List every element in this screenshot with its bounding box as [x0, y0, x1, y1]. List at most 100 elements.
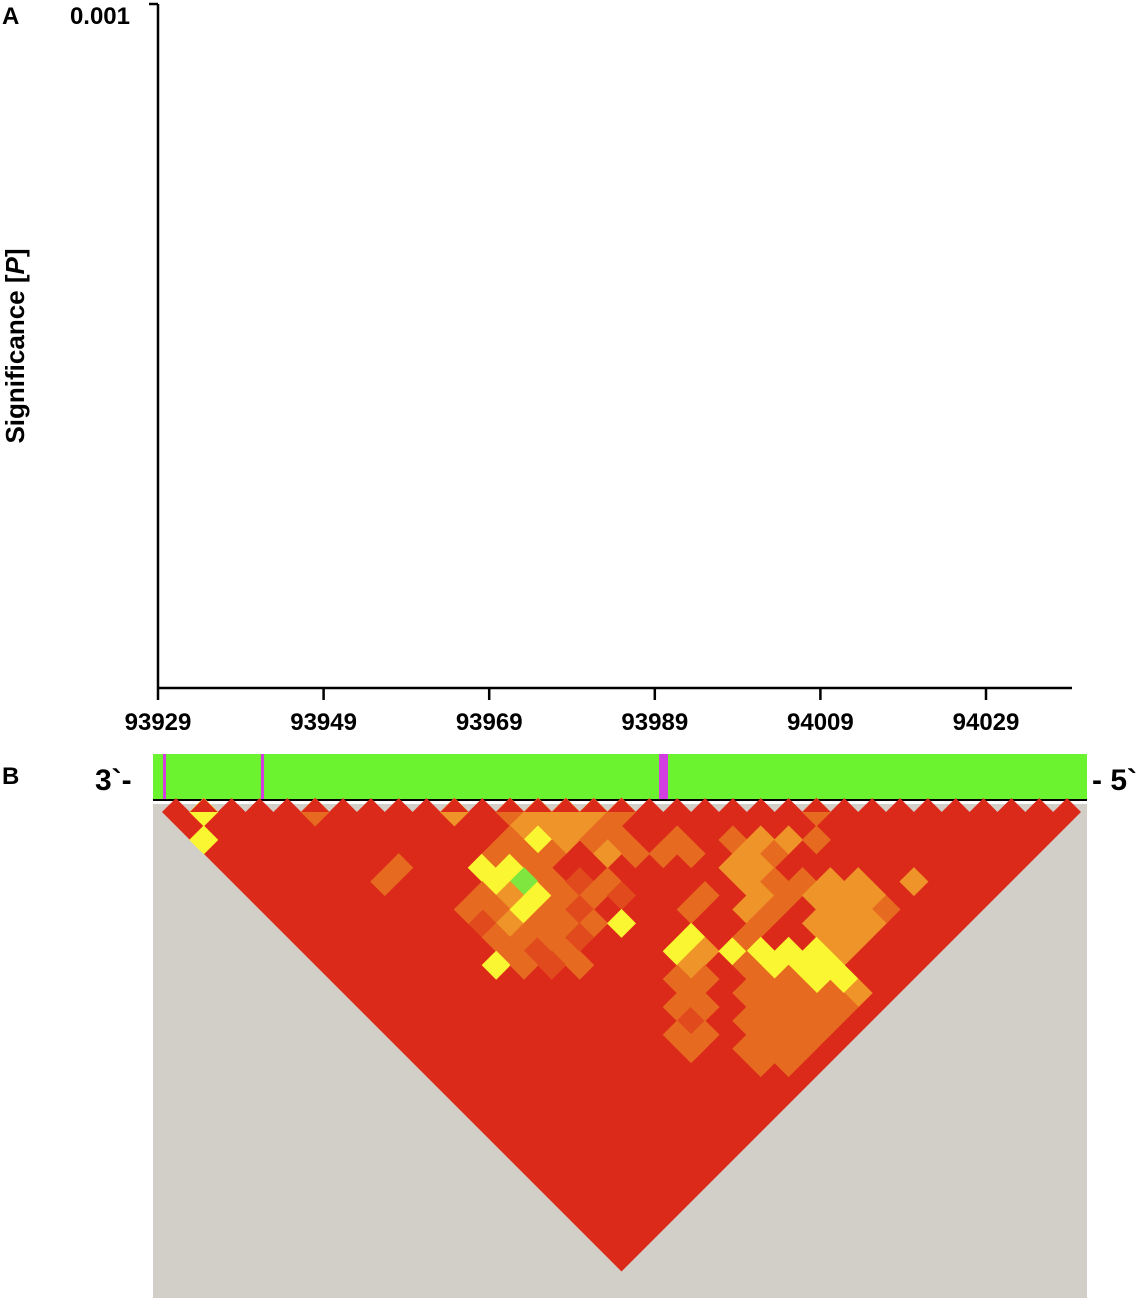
panel-a-plot: 0.0010.010.1 93929 93949 93969 93989 94009 94… — [70, 2, 1072, 736]
panel-b-label: B — [2, 763, 19, 790]
ld-tooth — [356, 798, 385, 812]
snp-markers — [163, 754, 668, 800]
x-tick-label: 94009 — [787, 709, 854, 736]
ld-cell — [509, 922, 539, 952]
ld-cell — [467, 853, 497, 883]
ld-tooth — [691, 798, 719, 812]
snp-marker — [261, 754, 264, 800]
ld-tooth — [718, 798, 747, 812]
x-tick-label: 93929 — [125, 709, 192, 736]
ld-cell — [732, 1034, 762, 1064]
panel-a-label: A — [2, 3, 19, 30]
ld-cell — [662, 992, 692, 1022]
ld-tooth — [969, 798, 998, 812]
ld-cell — [732, 1006, 762, 1036]
ld-cell — [676, 839, 706, 869]
ld-tooth — [189, 798, 218, 812]
ld-tooth — [329, 798, 357, 812]
x-tick-label: 93969 — [456, 709, 523, 736]
ld-cell — [606, 881, 637, 911]
ld-cell — [801, 1020, 831, 1050]
ld-cell — [760, 894, 790, 924]
ld-cell — [801, 881, 831, 911]
ld-tooth — [440, 798, 469, 812]
ld-cell — [746, 1020, 776, 1050]
ld-tooth — [1053, 798, 1081, 812]
ld-cell — [537, 839, 567, 869]
ld-cell — [606, 908, 637, 938]
y-tick-label: 0.001 — [70, 3, 130, 30]
ld-cell — [523, 853, 553, 883]
ld-cell — [774, 825, 804, 855]
gene-track — [153, 754, 1087, 800]
ld-tooth — [858, 798, 887, 812]
ld-cell — [523, 881, 553, 911]
ld-cell — [662, 964, 692, 994]
ld-tooth — [802, 798, 831, 812]
ld-tooth — [635, 798, 664, 812]
ld-cell — [565, 950, 595, 980]
ld-cell — [453, 894, 483, 924]
x-tick-label: 93989 — [621, 709, 688, 736]
ld-cell — [551, 881, 581, 911]
ld-tooth — [913, 798, 942, 812]
ld-cells — [162, 797, 1081, 1272]
x-tick-label: 94029 — [953, 709, 1020, 736]
ld-cell — [857, 908, 887, 938]
ld-tooth — [830, 798, 859, 812]
ld-cell — [384, 853, 414, 883]
ld-cell — [829, 992, 859, 1022]
ld-cell — [593, 839, 623, 869]
ld-tooth — [301, 798, 330, 812]
ld-cell — [593, 811, 623, 841]
ld-cell — [676, 894, 706, 924]
y-axis-title-italic: P — [0, 256, 30, 274]
ld-cell — [690, 992, 720, 1022]
y-axis-title-prefix: Significance [ — [0, 274, 30, 443]
ld-cell — [815, 1006, 845, 1036]
ld-tooth — [384, 798, 413, 812]
ld-cell — [509, 950, 539, 980]
y-axis-title: Significance [P] — [0, 248, 30, 443]
ld-tooth — [217, 798, 246, 812]
ld-cell — [620, 839, 650, 869]
ld-cell — [495, 881, 525, 911]
ld-tooth — [579, 798, 608, 812]
ld-cell — [801, 825, 831, 855]
ld-tooth — [468, 798, 497, 812]
three-prime-label: 3`- — [95, 764, 132, 797]
y-ticks: 0.0010.010.1 — [70, 2, 158, 30]
ld-cell — [690, 936, 720, 966]
ld-cell — [690, 881, 720, 911]
snp-marker — [163, 754, 166, 800]
ld-cell — [370, 867, 400, 897]
ld-cell — [774, 992, 804, 1022]
ld-tooth — [1025, 798, 1054, 812]
ld-cell — [481, 922, 511, 952]
ld-cell — [787, 1006, 818, 1036]
x-tick-label: 93949 — [290, 709, 357, 736]
ld-cell — [690, 964, 720, 994]
ld-tooth — [997, 798, 1026, 812]
ld-tooth — [607, 798, 636, 812]
ld-cell — [801, 992, 831, 1022]
ld-cell — [690, 1020, 720, 1050]
ld-cell — [746, 1048, 776, 1078]
ld-tooth — [162, 798, 190, 812]
y-axis-title-suffix: ] — [0, 248, 30, 257]
ld-cell — [801, 964, 831, 994]
ld-cell — [509, 811, 539, 841]
ld-cell — [676, 1034, 706, 1064]
ld-cell — [565, 922, 595, 952]
ld-tooth — [886, 798, 914, 812]
x-ticks: 93929 93949 93969 93989 94009 94029 — [125, 688, 1020, 736]
ld-cell — [662, 1020, 692, 1050]
ld-tooth — [663, 798, 692, 812]
ld-cell — [774, 1020, 804, 1050]
ld-tooth — [412, 798, 441, 812]
ld-tooth — [746, 798, 775, 812]
ld-tooth — [524, 798, 552, 812]
ld-tooth — [245, 798, 274, 812]
ld-tooth — [496, 798, 525, 812]
panel-b-ld-plot — [153, 754, 1087, 1298]
